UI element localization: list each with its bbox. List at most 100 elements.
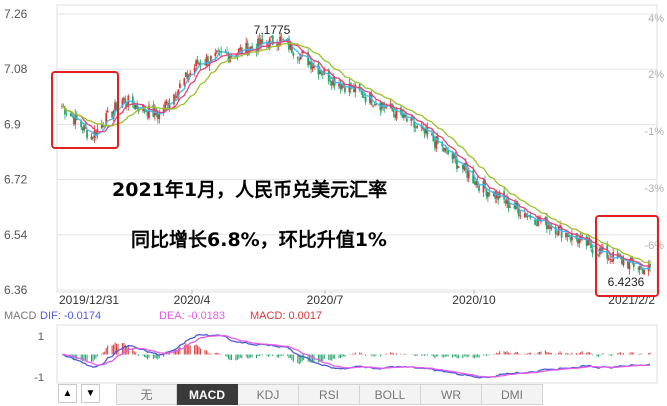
candle-body — [423, 128, 426, 134]
next-arrow-button[interactable]: ▼ — [81, 384, 100, 403]
candle-body — [124, 98, 127, 105]
candle-body — [214, 53, 217, 57]
candle-body — [441, 142, 444, 147]
candle-body — [548, 225, 551, 229]
candle-body — [566, 234, 569, 238]
candle-body — [320, 70, 323, 75]
candle-body — [473, 182, 476, 185]
y-tick-label: 6.72 — [4, 173, 28, 187]
tab-dmi[interactable]: DMI — [482, 384, 543, 405]
y-right-tick-label: -1% — [644, 126, 664, 138]
candle-body — [174, 95, 177, 98]
candle-body — [327, 69, 330, 82]
y-right-tick-label: -3% — [644, 183, 664, 195]
candle-body — [189, 72, 192, 77]
candle-body — [164, 101, 167, 109]
candle-body — [497, 194, 500, 200]
candle-body — [186, 73, 189, 79]
macd-lines — [61, 333, 651, 379]
candle-body — [482, 181, 485, 193]
candle-body — [165, 101, 168, 104]
candle-body — [507, 197, 510, 209]
candle-body — [162, 108, 165, 113]
candle-body — [205, 57, 208, 66]
tab-wr[interactable]: WR — [421, 384, 482, 405]
candle-body — [600, 247, 603, 252]
candle-body — [622, 260, 625, 265]
candle-body — [215, 51, 218, 53]
candle-body — [400, 107, 402, 115]
candle-body — [545, 217, 548, 230]
candle-body — [609, 259, 612, 261]
candle-body — [302, 52, 305, 54]
candle-body — [590, 241, 592, 249]
candle-body — [374, 104, 377, 106]
candle-body — [183, 78, 186, 86]
y-axis-right: 4% 2% -1% -3% -6% — [644, 13, 664, 252]
candle-body — [425, 128, 427, 134]
candle-body — [152, 104, 155, 117]
candle-body — [167, 102, 170, 107]
overlay-line-1: 2021年1月，人民币兑美元汇率 — [112, 178, 387, 201]
candle-body — [206, 56, 209, 66]
macd-line — [62, 334, 651, 378]
candle-body — [451, 152, 454, 160]
candle-body — [301, 51, 304, 53]
candle-body — [217, 50, 220, 52]
candle-body — [361, 91, 364, 98]
candle-body — [106, 110, 109, 113]
candle-body — [414, 126, 417, 128]
candle-body — [311, 66, 314, 69]
prev-arrow-button[interactable]: ▲ — [58, 384, 77, 403]
candle-body — [649, 263, 651, 268]
candle-body — [404, 114, 407, 118]
candle-body — [495, 192, 498, 198]
candle-body — [402, 113, 405, 118]
tab-macd[interactable]: MACD — [177, 384, 238, 405]
tab-boll[interactable]: BOLL — [360, 384, 421, 405]
candle-body — [271, 35, 274, 45]
macd-value-label: MACD: 0.0017 — [250, 310, 322, 322]
candle-body — [360, 90, 363, 92]
tab-none[interactable]: 无 — [116, 384, 177, 405]
candle-body — [363, 96, 366, 98]
candle-body — [198, 63, 200, 65]
x-tick-label: 2020/7 — [307, 293, 344, 307]
candle-body — [296, 57, 299, 59]
candle-body — [204, 64, 206, 65]
candle-body — [447, 150, 450, 155]
candle-body — [339, 84, 342, 89]
candle-body — [310, 61, 312, 69]
candle-body — [133, 105, 136, 109]
candle-body — [290, 43, 293, 53]
candle-body — [632, 262, 635, 268]
candle-body — [405, 118, 408, 122]
y-tick-label: 6.36 — [4, 283, 28, 297]
macd-dea-label: DEA: -0.0183 — [159, 310, 225, 322]
candle-body — [478, 185, 480, 191]
candle-body — [556, 233, 559, 235]
tab-rsi[interactable]: RSI — [299, 384, 360, 405]
candle-body — [348, 84, 351, 93]
moving-averages — [61, 38, 651, 270]
candle-body — [369, 93, 371, 103]
candle-body — [456, 158, 458, 170]
y-tick-label: 7.08 — [4, 62, 28, 76]
candle-body — [433, 141, 436, 148]
candle-body — [578, 238, 581, 244]
candle-body — [513, 205, 516, 209]
candle-body — [516, 201, 519, 209]
candle-body — [457, 166, 460, 168]
candle-body — [196, 59, 199, 64]
candle-body — [72, 117, 75, 125]
candle-body — [313, 65, 315, 69]
candle-body — [292, 53, 295, 56]
y-right-tick-label: 2% — [648, 69, 664, 81]
candle-body — [168, 103, 171, 109]
candle-body — [372, 105, 374, 107]
macd-title: MACD — [4, 310, 36, 322]
candle-body — [643, 269, 646, 275]
candle-body — [472, 170, 475, 184]
tab-kdj[interactable]: KDJ — [238, 384, 299, 405]
